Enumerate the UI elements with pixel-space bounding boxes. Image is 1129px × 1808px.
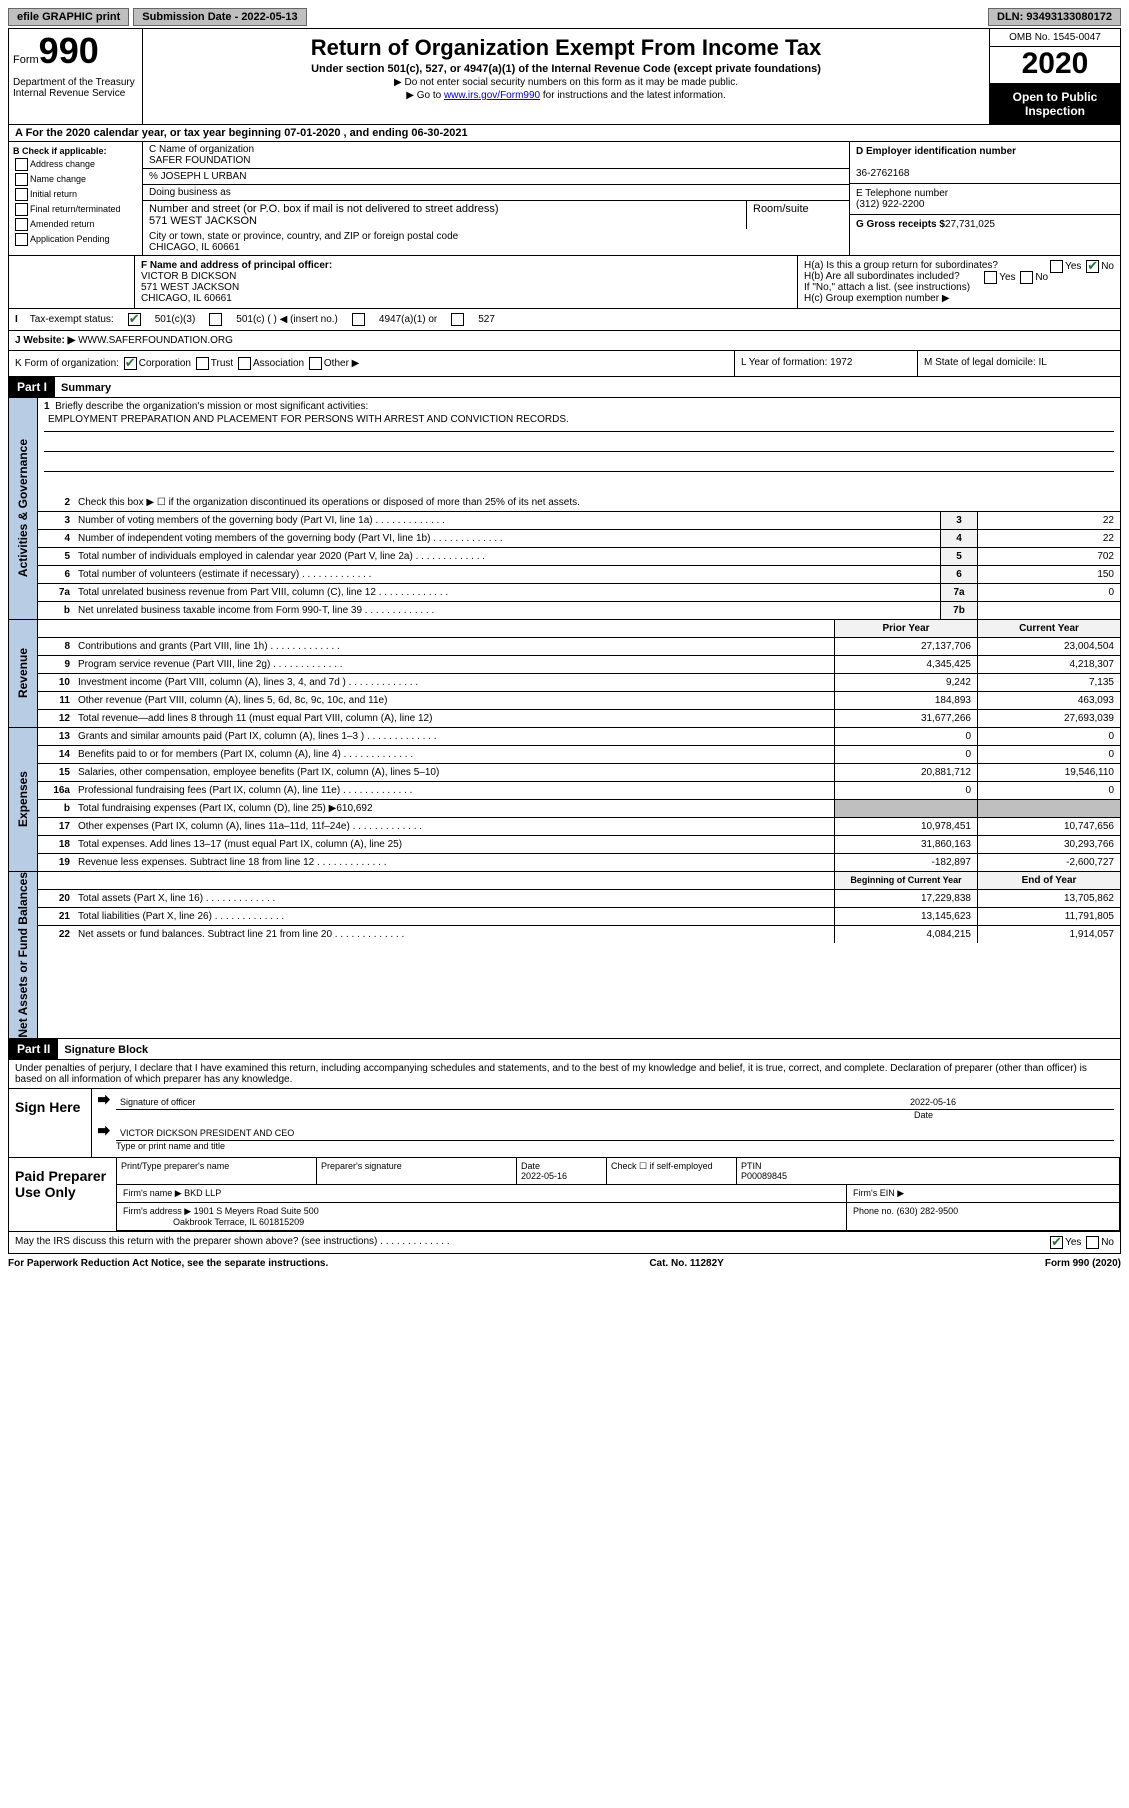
irs-link[interactable]: www.irs.gov/Form990 [444, 90, 540, 101]
ck-501c3[interactable] [128, 313, 141, 326]
discuss-yes[interactable] [1050, 1236, 1063, 1249]
page-footer: For Paperwork Reduction Act Notice, see … [8, 1254, 1121, 1273]
expenses-section: Expenses 13Grants and similar amounts pa… [8, 728, 1121, 872]
part1-header: Part ISummary [8, 377, 1121, 398]
department-label: Department of the Treasury Internal Reve… [13, 77, 138, 99]
box-b: B Check if applicable: Address change Na… [9, 142, 143, 255]
note-ssn: ▶ Do not enter social security numbers o… [147, 77, 985, 88]
row-klm: K Form of organization: Corporation Trus… [8, 351, 1121, 377]
submission-date-button[interactable]: Submission Date - 2022-05-13 [133, 8, 306, 26]
discuss-row: May the IRS discuss this return with the… [8, 1232, 1121, 1254]
top-toolbar: efile GRAPHIC print Submission Date - 20… [8, 8, 1121, 26]
section-bcd: B Check if applicable: Address change Na… [8, 142, 1121, 256]
dln-label: DLN: 93493133080172 [988, 8, 1121, 26]
row-i-tax-status: ITax-exempt status: 501(c)(3) 501(c) ( )… [8, 309, 1121, 331]
form-word: Form [13, 54, 39, 66]
section-fh: F Name and address of principal officer:… [8, 256, 1121, 309]
sign-here-block: Sign Here Signature of officer2022-05-16… [8, 1089, 1121, 1158]
ck-4947[interactable] [352, 313, 365, 326]
row-j-website: J Website: ▶ WWW.SAFERFOUNDATION.ORG [8, 331, 1121, 351]
part2-header: Part IISignature Block [8, 1039, 1121, 1060]
ck-501c[interactable] [209, 313, 222, 326]
mission-text: EMPLOYMENT PREPARATION AND PLACEMENT FOR… [44, 412, 1114, 432]
form-number: 990 [39, 30, 99, 71]
arrow-icon [98, 1126, 110, 1136]
form-header: Form990 Department of the Treasury Inter… [8, 28, 1121, 125]
box-c: C Name of organizationSAFER FOUNDATION %… [143, 142, 849, 255]
ck-527[interactable] [451, 313, 464, 326]
efile-button[interactable]: efile GRAPHIC print [8, 8, 129, 26]
arrow-icon [98, 1095, 110, 1105]
net-assets-section: Net Assets or Fund Balances Beginning of… [8, 872, 1121, 1039]
row-a-period: A For the 2020 calendar year, or tax yea… [8, 125, 1121, 142]
paid-preparer-block: Paid Preparer Use Only Print/Type prepar… [8, 1158, 1121, 1232]
tax-year: 2020 [990, 47, 1120, 84]
omb-number: OMB No. 1545-0047 [990, 29, 1120, 47]
revenue-section: Revenue Prior YearCurrent Year 8Contribu… [8, 620, 1121, 728]
note-link: ▶ Go to www.irs.gov/Form990 for instruct… [147, 90, 985, 101]
box-deg: D Employer identification number36-27621… [849, 142, 1120, 255]
declaration-text: Under penalties of perjury, I declare th… [8, 1060, 1121, 1089]
activities-governance: Activities & Governance 1 Briefly descri… [8, 398, 1121, 620]
open-inspection: Open to Public Inspection [990, 84, 1120, 124]
form-subtitle: Under section 501(c), 527, or 4947(a)(1)… [147, 63, 985, 75]
form-title: Return of Organization Exempt From Incom… [147, 35, 985, 61]
discuss-no[interactable] [1086, 1236, 1099, 1249]
